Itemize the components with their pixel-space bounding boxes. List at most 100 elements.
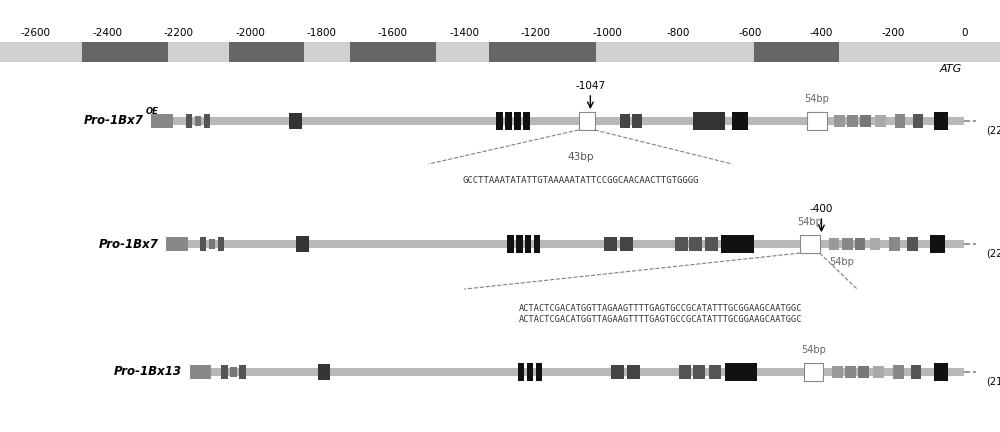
Text: -400: -400 [810, 28, 833, 38]
Text: -1200: -1200 [521, 28, 551, 38]
Bar [907, 237, 918, 251]
Bar [693, 112, 725, 130]
Bar [930, 235, 945, 253]
Text: -1047: -1047 [575, 81, 605, 91]
Bar [166, 237, 188, 251]
Bar [754, 42, 839, 62]
Text: 54bp: 54bp [801, 345, 826, 355]
Bar [732, 112, 748, 130]
Bar [693, 365, 705, 378]
Text: -800: -800 [667, 28, 690, 38]
Text: -2000: -2000 [235, 28, 265, 38]
Bar [350, 42, 436, 62]
Bar [489, 42, 596, 62]
Bar [675, 237, 688, 251]
Text: Pro-1Bx13: Pro-1Bx13 [114, 365, 182, 378]
Text: Pro-1Bx7: Pro-1Bx7 [84, 114, 143, 127]
Bar [804, 362, 823, 381]
Text: 54bp: 54bp [797, 217, 822, 227]
Bar [845, 365, 856, 378]
Bar [496, 112, 503, 130]
Bar [230, 366, 237, 377]
Bar [525, 235, 531, 253]
Bar [679, 365, 691, 378]
Text: Pro-1Bx7: Pro-1Bx7 [99, 238, 158, 251]
Bar [800, 235, 820, 253]
Bar [604, 237, 617, 251]
Text: -2200: -2200 [164, 28, 194, 38]
Bar [895, 114, 905, 128]
Bar [190, 368, 964, 375]
Text: 43bp: 43bp [567, 152, 594, 162]
Bar [209, 239, 215, 249]
Bar [195, 116, 201, 126]
Text: OE: OE [145, 107, 158, 116]
Text: 54bp: 54bp [830, 257, 855, 267]
Text: -1600: -1600 [378, 28, 408, 38]
Bar [934, 362, 948, 381]
Bar [873, 365, 884, 378]
Bar [534, 235, 540, 253]
Bar [705, 237, 718, 251]
Bar [889, 237, 900, 251]
Bar [858, 365, 869, 378]
Bar [518, 362, 524, 381]
Bar [186, 114, 192, 128]
Text: -2600: -2600 [21, 28, 51, 38]
Bar [318, 363, 330, 380]
Bar [514, 112, 521, 130]
Bar [627, 365, 640, 378]
Text: -200: -200 [881, 28, 905, 38]
Bar [912, 114, 923, 128]
Text: GCCTTAAATATATTGTAAAAATATTCCGGCAACAACTTGTGGGG: GCCTTAAATATATTGTAAAAATATTCCGGCAACAACTTGT… [462, 176, 699, 185]
Text: ACTACTCGACATGGTTAGAAGTTTTGAGTGCCGCATATTTGCGGAAGCAATGGC: ACTACTCGACATGGTTAGAAGTTTTGAGTGCCGCATATTT… [519, 304, 802, 313]
Bar [229, 42, 304, 62]
Bar [689, 237, 702, 251]
Bar [611, 365, 624, 378]
Bar [200, 237, 206, 251]
Bar [505, 112, 512, 130]
Bar [0, 42, 1000, 62]
Text: ACTACTCGACATGGTTAGAAGTTTTGAGTGCCGCATATTTGCGGAAGCAATGGC: ACTACTCGACATGGTTAGAAGTTTTGAGTGCCGCATATTT… [519, 315, 802, 324]
Bar [507, 235, 514, 253]
Bar [829, 238, 839, 250]
Text: -2400: -2400 [92, 28, 122, 38]
Bar [632, 114, 642, 128]
Text: (2276bp): (2276bp) [986, 126, 1000, 136]
Bar [166, 240, 964, 248]
Bar [875, 115, 886, 127]
Bar [190, 365, 211, 378]
Bar [620, 114, 630, 128]
Text: -1400: -1400 [449, 28, 479, 38]
Text: (2234bp): (2234bp) [986, 249, 1000, 259]
Bar [239, 365, 246, 378]
Bar [834, 115, 845, 127]
Text: -600: -600 [738, 28, 762, 38]
Bar [807, 112, 827, 130]
Bar [536, 362, 542, 381]
Text: -1000: -1000 [592, 28, 622, 38]
Bar [82, 42, 168, 62]
Text: (2169bp): (2169bp) [986, 377, 1000, 387]
Bar [151, 114, 173, 128]
Text: -400: -400 [810, 204, 833, 214]
Bar [296, 236, 309, 252]
Bar [725, 362, 757, 381]
Text: 54bp: 54bp [805, 94, 829, 104]
Bar [832, 365, 843, 378]
Bar [579, 112, 595, 130]
Bar [934, 112, 948, 130]
Text: ATG: ATG [940, 64, 962, 74]
Bar [855, 238, 865, 250]
Text: 0: 0 [961, 28, 968, 38]
Bar [911, 365, 921, 378]
Bar [893, 365, 904, 378]
Bar [151, 117, 964, 125]
Bar [218, 237, 224, 251]
Bar [527, 362, 533, 381]
Bar [289, 113, 302, 129]
Bar [516, 235, 522, 253]
Bar [204, 114, 210, 128]
Bar [620, 237, 633, 251]
Bar [523, 112, 530, 130]
